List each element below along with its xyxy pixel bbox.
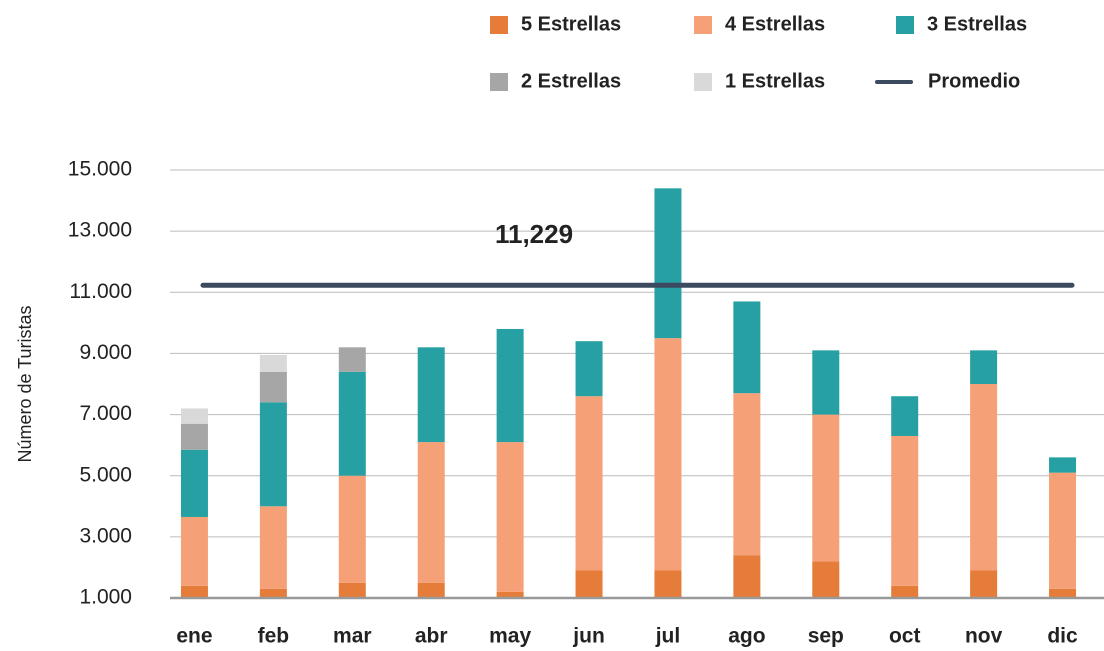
bar-segment bbox=[970, 570, 998, 598]
y-tick-label: 1.000 bbox=[79, 586, 132, 609]
bar-segment bbox=[417, 582, 445, 598]
x-tick-label: ago bbox=[728, 625, 765, 648]
y-tick-label: 5.000 bbox=[79, 463, 132, 486]
bar-segment bbox=[259, 506, 287, 589]
bar-segment bbox=[496, 442, 524, 592]
legend-label: 1 Estrellas bbox=[725, 70, 825, 92]
bar-segment bbox=[417, 347, 445, 443]
legend-label: 4 Estrellas bbox=[725, 13, 825, 35]
bar-segment bbox=[1049, 457, 1077, 473]
bar-segment bbox=[259, 402, 287, 507]
y-tick-label: 7.000 bbox=[79, 402, 132, 425]
bar-segment bbox=[891, 585, 919, 598]
x-tick-label: jun bbox=[572, 625, 605, 648]
legend-swatch bbox=[694, 16, 712, 34]
legend-swatch bbox=[490, 16, 508, 34]
bar-segment bbox=[180, 516, 208, 586]
x-tick-label: may bbox=[489, 625, 531, 648]
bar-segment bbox=[733, 555, 761, 598]
bar-segment bbox=[259, 354, 287, 372]
bar-segment bbox=[654, 570, 682, 598]
legend-label: 3 Estrellas bbox=[927, 13, 1027, 35]
bar-segment bbox=[496, 328, 524, 443]
bar-segment bbox=[259, 588, 287, 598]
bar-segment bbox=[338, 371, 366, 476]
x-tick-label: ene bbox=[176, 625, 212, 648]
legend-label: Promedio bbox=[928, 70, 1020, 92]
bar-segment bbox=[654, 338, 682, 571]
bar-segment bbox=[970, 350, 998, 384]
x-tick-label: sep bbox=[808, 625, 844, 648]
bar-segment bbox=[575, 396, 603, 571]
y-tick-label: 13.000 bbox=[68, 219, 132, 242]
x-tick-label: oct bbox=[889, 625, 921, 648]
legend-swatch bbox=[694, 73, 712, 91]
bar-segment bbox=[812, 414, 840, 562]
bar-segment bbox=[812, 350, 840, 415]
y-axis-label: Número de Turistas bbox=[15, 305, 35, 462]
y-tick-label: 9.000 bbox=[79, 341, 132, 364]
bar-segment bbox=[338, 347, 366, 372]
bar-segment bbox=[180, 585, 208, 598]
y-tick-label: 11.000 bbox=[69, 280, 132, 303]
x-tick-label: mar bbox=[333, 625, 372, 648]
legend-swatch bbox=[490, 73, 508, 91]
bar-segment bbox=[970, 384, 998, 571]
x-tick-label: dic bbox=[1047, 625, 1078, 648]
bar-segment bbox=[180, 423, 208, 450]
legend-swatch bbox=[896, 16, 914, 34]
legend-label: 2 Estrellas bbox=[521, 70, 621, 92]
bar-segment bbox=[812, 561, 840, 598]
bar-segment bbox=[575, 570, 603, 598]
legend-label: 5 Estrellas bbox=[521, 13, 621, 35]
y-tick-label: 3.000 bbox=[79, 524, 132, 547]
bar-segment bbox=[1049, 472, 1077, 589]
bar-segment bbox=[575, 341, 603, 397]
bar-segment bbox=[180, 408, 208, 424]
bar-segment bbox=[417, 442, 445, 583]
x-tick-label: feb bbox=[258, 625, 290, 648]
average-label: 11,229 bbox=[495, 219, 573, 249]
bar-segment bbox=[733, 301, 761, 394]
x-tick-label: abr bbox=[415, 625, 448, 648]
bar-segment bbox=[338, 582, 366, 598]
bar-segment bbox=[496, 591, 524, 598]
bar-segment bbox=[654, 188, 682, 339]
bar-segment bbox=[180, 449, 208, 517]
bar-segment bbox=[1049, 588, 1077, 598]
bar-segment bbox=[891, 396, 919, 436]
bar-segment bbox=[733, 393, 761, 556]
bar-segment bbox=[259, 371, 287, 403]
x-tick-label: nov bbox=[965, 625, 1003, 648]
bar-segment bbox=[338, 475, 366, 583]
bar-segment bbox=[891, 435, 919, 586]
x-tick-label: jul bbox=[655, 625, 681, 648]
y-tick-label: 15.000 bbox=[68, 158, 132, 181]
